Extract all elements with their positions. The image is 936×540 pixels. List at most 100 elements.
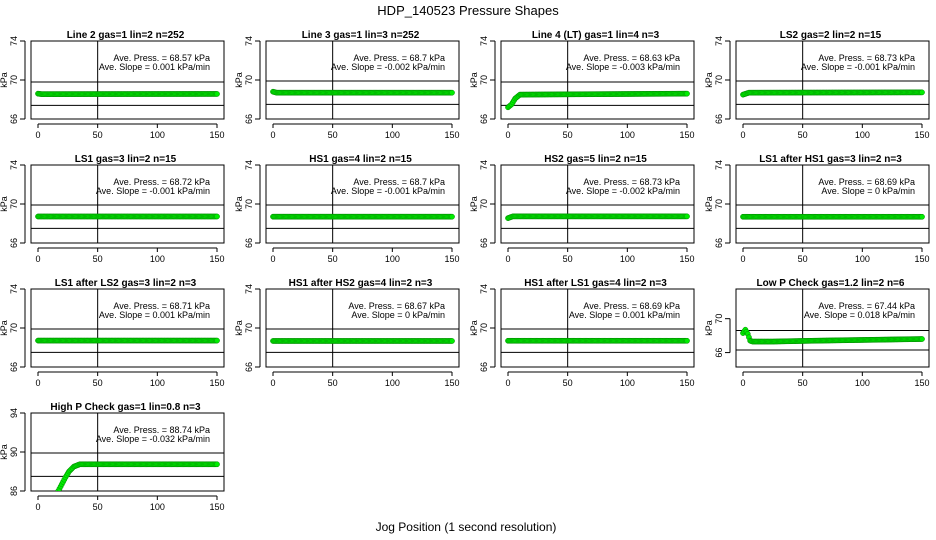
chart-panel: Line 3 gas=1 lin=3 n=252 66 70 74 kPa 0 50 100 1… bbox=[234, 30, 460, 140]
x-tick-label: 0 bbox=[740, 130, 745, 140]
y-axis-label: kPa bbox=[704, 320, 714, 336]
y-tick-label: 70 bbox=[714, 199, 724, 209]
stats-annotation: Ave. Slope = 0.001 kPa/min bbox=[99, 62, 210, 72]
data-point bbox=[214, 337, 220, 344]
stats-annotation: Ave. Slope = -0.003 kPa/min bbox=[566, 62, 680, 72]
x-tick-label: 150 bbox=[914, 130, 929, 140]
stats-annotation: Ave. Press. = 68.7 kPa bbox=[353, 53, 445, 63]
y-tick-label: 70 bbox=[9, 199, 19, 209]
x-tick-label: 50 bbox=[563, 254, 573, 264]
y-axis-label: kPa bbox=[0, 72, 9, 88]
data-series bbox=[55, 461, 220, 491]
stats-annotation: Ave. Press. = 88.74 kPa bbox=[113, 425, 210, 435]
x-tick-label: 100 bbox=[855, 254, 870, 264]
x-tick-label: 100 bbox=[385, 254, 400, 264]
data-series bbox=[270, 88, 455, 96]
stats-annotation: Ave. Slope = -0.001 kPa/min bbox=[331, 186, 445, 196]
y-tick-label: 74 bbox=[9, 36, 19, 46]
y-tick-label: 74 bbox=[479, 284, 489, 294]
panel-title: HS1 gas=4 lin=2 n=15 bbox=[309, 154, 412, 165]
y-tick-label: 74 bbox=[244, 284, 254, 294]
y-tick-label: 70 bbox=[244, 199, 254, 209]
x-tick-label: 0 bbox=[35, 254, 40, 264]
stats-annotation: Ave. Slope = -0.001 kPa/min bbox=[96, 186, 210, 196]
data-point bbox=[919, 89, 925, 96]
y-tick-label: 66 bbox=[714, 238, 724, 248]
chart-panel: HS2 gas=5 lin=2 n=15 66 70 74 kPa 0 50 100 150 Av… bbox=[469, 154, 695, 264]
x-tick-label: 0 bbox=[740, 254, 745, 264]
y-tick-label: 70 bbox=[244, 75, 254, 85]
data-series bbox=[505, 90, 690, 111]
y-tick-label: 90 bbox=[9, 447, 19, 457]
x-tick-label: 50 bbox=[563, 130, 573, 140]
y-tick-label: 66 bbox=[9, 238, 19, 248]
y-axis-label: kPa bbox=[0, 444, 9, 460]
x-tick-label: 0 bbox=[35, 378, 40, 388]
x-tick-label: 0 bbox=[270, 130, 275, 140]
y-axis-label: kPa bbox=[234, 72, 244, 88]
plot-frame bbox=[265, 40, 460, 120]
data-series bbox=[35, 337, 220, 344]
data-point bbox=[919, 213, 925, 220]
y-tick-label: 66 bbox=[244, 114, 254, 124]
x-tick-label: 150 bbox=[209, 130, 224, 140]
panel-title: HS1 after LS1 gas=4 lin=2 n=3 bbox=[524, 278, 667, 289]
plot-frame bbox=[735, 164, 930, 244]
y-tick-label: 94 bbox=[9, 408, 19, 418]
panel-title: LS2 gas=2 lin=2 n=15 bbox=[780, 30, 882, 41]
x-tick-label: 150 bbox=[444, 254, 459, 264]
data-series bbox=[35, 90, 220, 97]
plot-frame bbox=[30, 40, 225, 120]
x-tick-label: 100 bbox=[855, 130, 870, 140]
x-tick-label: 100 bbox=[385, 378, 400, 388]
chart-panel: LS1 gas=3 lin=2 n=15 66 70 74 kPa 0 50 100 150 Av… bbox=[0, 154, 225, 264]
panel-title: Low P Check gas=1.2 lin=2 n=6 bbox=[757, 278, 905, 289]
panel-title: Line 4 (LT) gas=1 lin=4 n=3 bbox=[532, 30, 660, 41]
data-point bbox=[449, 89, 455, 96]
x-tick-label: 50 bbox=[93, 130, 103, 140]
y-axis-label: kPa bbox=[704, 72, 714, 88]
stats-annotation: Ave. Press. = 67.44 kPa bbox=[818, 301, 915, 311]
panel-title: HS2 gas=5 lin=2 n=15 bbox=[544, 154, 647, 165]
y-tick-label: 74 bbox=[479, 36, 489, 46]
x-tick-label: 100 bbox=[150, 254, 165, 264]
y-tick-label: 74 bbox=[9, 160, 19, 170]
y-tick-label: 74 bbox=[244, 36, 254, 46]
y-tick-label: 66 bbox=[479, 362, 489, 372]
stats-annotation: Ave. Slope = 0.001 kPa/min bbox=[99, 310, 210, 320]
x-tick-label: 0 bbox=[740, 378, 745, 388]
x-tick-label: 100 bbox=[385, 130, 400, 140]
chart-panel: High P Check gas=1 lin=0.8 n=3 86 90 94 kPa 0… bbox=[0, 402, 225, 512]
plot-frame bbox=[735, 40, 930, 120]
x-tick-label: 100 bbox=[855, 378, 870, 388]
y-tick-label: 74 bbox=[714, 36, 724, 46]
data-series bbox=[505, 337, 690, 344]
y-tick-label: 66 bbox=[9, 362, 19, 372]
plot-frame bbox=[735, 288, 930, 368]
y-tick-label: 70 bbox=[714, 75, 724, 85]
data-point bbox=[684, 213, 690, 220]
y-tick-label: 66 bbox=[714, 114, 724, 124]
data-point bbox=[214, 461, 220, 468]
y-tick-label: 66 bbox=[714, 348, 724, 358]
data-point bbox=[214, 213, 220, 220]
panel-title: LS1 after LS2 gas=3 lin=2 n=3 bbox=[55, 278, 197, 289]
x-tick-label: 50 bbox=[93, 502, 103, 512]
stats-annotation: Ave. Slope = 0.001 kPa/min bbox=[569, 310, 680, 320]
y-tick-label: 66 bbox=[9, 114, 19, 124]
data-series bbox=[270, 338, 455, 344]
x-tick-label: 50 bbox=[328, 254, 338, 264]
figure-title: HDP_140523 Pressure Shapes bbox=[377, 3, 559, 18]
data-series bbox=[35, 213, 220, 220]
y-tick-label: 70 bbox=[9, 75, 19, 85]
stats-annotation: Ave. Slope = -0.002 kPa/min bbox=[566, 186, 680, 196]
x-tick-label: 0 bbox=[35, 130, 40, 140]
y-axis-label: kPa bbox=[0, 196, 9, 212]
x-tick-label: 100 bbox=[620, 254, 635, 264]
stats-annotation: Ave. Press. = 68.73 kPa bbox=[818, 53, 915, 63]
stats-annotation: Ave. Press. = 68.63 kPa bbox=[583, 53, 680, 63]
stats-annotation: Ave. Slope = -0.002 kPa/min bbox=[331, 62, 445, 72]
x-tick-label: 150 bbox=[914, 378, 929, 388]
